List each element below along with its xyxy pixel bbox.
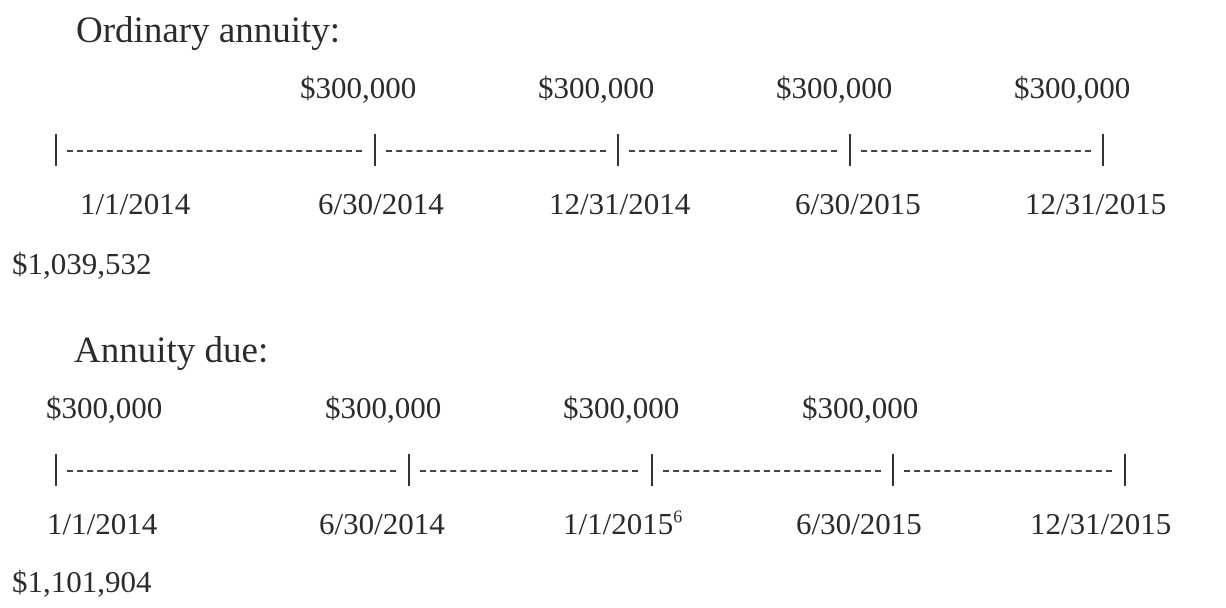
timeline-tick [1124, 454, 1126, 486]
ordinary-payment-4: $300,000 [1014, 70, 1131, 105]
due-payment-1: $300,000 [46, 390, 163, 425]
timeline-tick [408, 454, 410, 486]
due-present-value: $1,101,904 [12, 564, 152, 599]
due-payment-4: $300,000 [802, 390, 919, 425]
due-date-1: 1/1/2014 [47, 506, 158, 541]
ordinary-payment-3: $300,000 [776, 70, 893, 105]
due-timeline [0, 454, 1226, 490]
due-payment-2: $300,000 [325, 390, 442, 425]
timeline-tick [617, 134, 619, 166]
annuity-due-heading: Annuity due: [74, 330, 269, 371]
ordinary-payment-2: $300,000 [538, 70, 655, 105]
timeline-segment [386, 150, 606, 152]
timeline-tick [55, 454, 57, 486]
due-date-4: 6/30/2015 [796, 506, 922, 541]
timeline-tick [1102, 134, 1104, 166]
footnote-marker: 6 [673, 506, 683, 527]
ordinary-date-2: 6/30/2014 [318, 186, 444, 221]
timeline-segment [67, 470, 396, 472]
ordinary-date-1: 1/1/2014 [80, 186, 191, 221]
timeline-tick [892, 454, 894, 486]
ordinary-timeline [0, 134, 1226, 170]
timeline-tick [849, 134, 851, 166]
ordinary-present-value: $1,039,532 [12, 246, 152, 281]
ordinary-annuity-heading: Ordinary annuity: [76, 10, 341, 51]
timeline-tick [651, 454, 653, 486]
due-date-2: 6/30/2014 [319, 506, 445, 541]
timeline-segment [629, 150, 837, 152]
due-payment-3: $300,000 [563, 390, 680, 425]
due-date-3: 1/1/20156 [563, 508, 682, 539]
timeline-segment [663, 470, 881, 472]
timeline-tick [55, 134, 57, 166]
timeline-tick [374, 134, 376, 166]
timeline-segment [861, 150, 1091, 152]
due-date-3-text: 1/1/2015 [563, 506, 674, 541]
ordinary-date-4: 6/30/2015 [795, 186, 921, 221]
ordinary-date-5: 12/31/2015 [1025, 186, 1167, 221]
timeline-segment [67, 150, 362, 152]
timeline-segment [904, 470, 1112, 472]
ordinary-payment-1: $300,000 [300, 70, 417, 105]
timeline-segment [420, 470, 638, 472]
due-date-5: 12/31/2015 [1030, 506, 1172, 541]
ordinary-date-3: 12/31/2014 [549, 186, 691, 221]
